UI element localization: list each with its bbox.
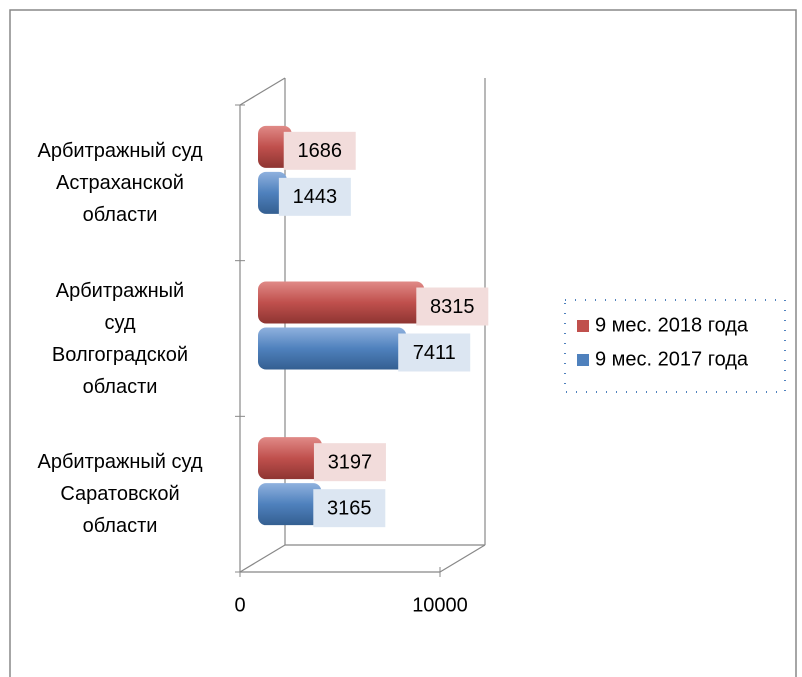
value-label-box bbox=[313, 443, 386, 482]
value-label: 3165 bbox=[327, 497, 372, 519]
legend-label: 9 мес. 2018 года bbox=[595, 314, 749, 336]
legend-label: 9 мес. 2017 года bbox=[595, 348, 749, 370]
legend-swatch bbox=[577, 320, 589, 332]
bar bbox=[258, 327, 407, 370]
value-label-box bbox=[278, 177, 351, 216]
value-label-box bbox=[416, 287, 489, 326]
legend-swatch bbox=[577, 354, 589, 366]
walls bbox=[239, 77, 486, 573]
value-label: 3197 bbox=[328, 451, 373, 473]
category-label: Арбитражный суд Саратовской области bbox=[37, 451, 203, 538]
category-label: Арбитражный суд Волгоградской области bbox=[51, 279, 189, 398]
value-label: 8315 bbox=[430, 296, 475, 318]
value-label: 1443 bbox=[293, 186, 338, 208]
bar bbox=[258, 125, 292, 168]
bar bbox=[258, 483, 322, 526]
x-tick-label: 10000 bbox=[412, 594, 468, 616]
value-label-box bbox=[313, 489, 386, 528]
value-label: 7411 bbox=[413, 342, 456, 364]
legend-box bbox=[564, 299, 786, 393]
frame bbox=[9, 9, 797, 677]
bar bbox=[258, 437, 322, 480]
value-label: 1686 bbox=[297, 140, 342, 162]
value-label-box bbox=[283, 131, 356, 170]
x-tick-label: 0 bbox=[234, 594, 245, 616]
category-label: Арбитражный суд Астраханской области bbox=[37, 139, 203, 226]
value-label-box bbox=[398, 333, 471, 372]
bar bbox=[258, 281, 425, 324]
